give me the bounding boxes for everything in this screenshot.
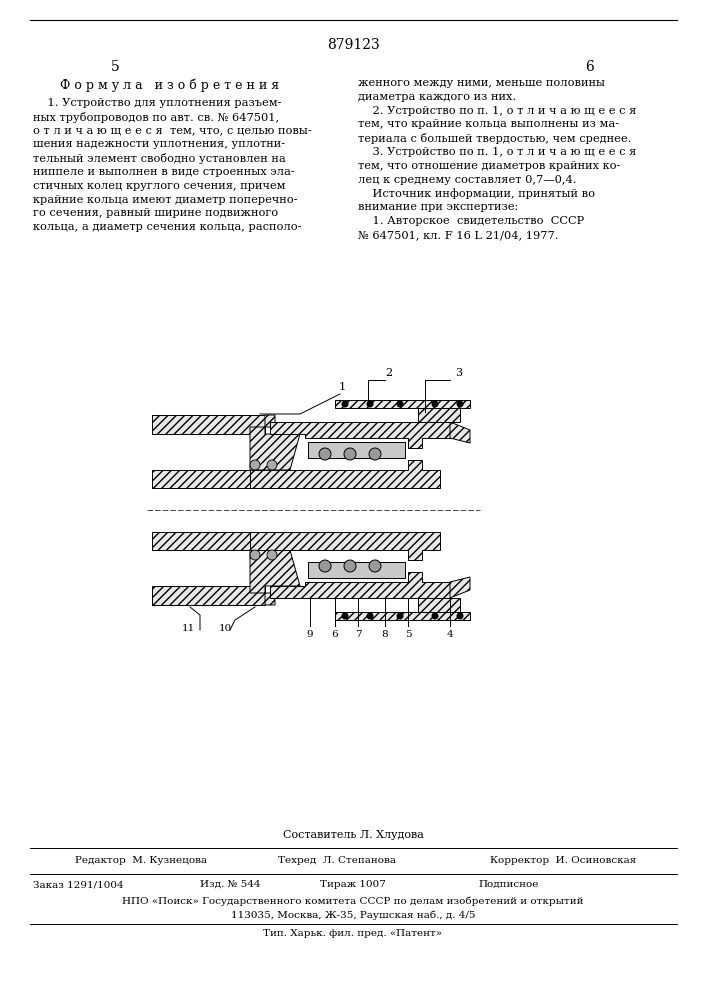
Text: 1. Устройство для уплотнения разъем-: 1. Устройство для уплотнения разъем- (33, 98, 281, 108)
Text: 6: 6 (332, 630, 339, 639)
Text: лец к среднему составляет 0,7—0,4.: лец к среднему составляет 0,7—0,4. (358, 175, 576, 185)
Text: о т л и ч а ю щ е е с я  тем, что, с целью повы-: о т л и ч а ю щ е е с я тем, что, с цель… (33, 126, 312, 136)
Circle shape (267, 550, 277, 560)
Text: Ф о р м у л а   и з о б р е т е н и я: Ф о р м у л а и з о б р е т е н и я (60, 78, 279, 92)
Text: Составитель Л. Хлудова: Составитель Л. Хлудова (283, 830, 423, 840)
Text: 10: 10 (218, 624, 232, 633)
Text: тем, что отношение диаметров крайних ко-: тем, что отношение диаметров крайних ко- (358, 161, 620, 171)
Text: Изд. № 544: Изд. № 544 (200, 880, 260, 889)
Polygon shape (250, 415, 300, 470)
Text: го сечения, равный ширине подвижного: го сечения, равный ширине подвижного (33, 208, 278, 218)
Text: 2: 2 (385, 368, 392, 378)
Circle shape (431, 612, 438, 619)
Circle shape (319, 448, 331, 460)
Text: Источник информации, принятый во: Источник информации, принятый во (358, 188, 595, 199)
Text: 9: 9 (307, 630, 313, 639)
Circle shape (457, 400, 464, 408)
Circle shape (397, 612, 404, 619)
Text: тем, что крайние кольца выполнены из ма-: тем, что крайние кольца выполнены из ма- (358, 119, 619, 129)
Circle shape (341, 400, 349, 408)
Circle shape (369, 448, 381, 460)
Circle shape (397, 400, 404, 408)
Text: Корректор  И. Осиновская: Корректор И. Осиновская (490, 856, 636, 865)
Text: 3. Устройство по п. 1, о т л и ч а ю щ е е с я: 3. Устройство по п. 1, о т л и ч а ю щ е… (358, 147, 636, 157)
Circle shape (341, 612, 349, 619)
Polygon shape (308, 562, 405, 578)
Text: 8: 8 (382, 630, 388, 639)
Circle shape (366, 400, 373, 408)
Circle shape (366, 612, 373, 619)
Polygon shape (450, 422, 470, 443)
Text: Тип. Харьк. фил. пред. «Патент»: Тип. Харьк. фил. пред. «Патент» (264, 929, 443, 938)
Polygon shape (335, 400, 470, 408)
Polygon shape (250, 550, 300, 605)
Text: женного между ними, меньше половины: женного между ними, меньше половины (358, 78, 605, 88)
Circle shape (267, 460, 277, 470)
Text: диаметра каждого из них.: диаметра каждого из них. (358, 92, 516, 102)
Polygon shape (250, 532, 440, 560)
Text: 6: 6 (585, 60, 595, 74)
Text: 11: 11 (182, 624, 194, 633)
Circle shape (431, 400, 438, 408)
Polygon shape (152, 415, 265, 434)
Circle shape (344, 448, 356, 460)
Polygon shape (152, 532, 250, 550)
Polygon shape (270, 572, 450, 598)
Text: Заказ 1291/1004: Заказ 1291/1004 (33, 880, 124, 889)
Text: Тираж 1007: Тираж 1007 (320, 880, 386, 889)
Text: внимание при экспертизе:: внимание при экспертизе: (358, 202, 518, 212)
Circle shape (319, 560, 331, 572)
Text: стичных колец круглого сечения, причем: стичных колец круглого сечения, причем (33, 181, 286, 191)
Text: 1: 1 (339, 382, 346, 392)
Text: 5: 5 (404, 630, 411, 639)
Polygon shape (250, 460, 440, 488)
Polygon shape (270, 422, 450, 448)
Circle shape (250, 550, 260, 560)
Circle shape (250, 460, 260, 470)
Text: Подписное: Подписное (478, 880, 538, 889)
Text: Техред  Л. Степанова: Техред Л. Степанова (278, 856, 396, 865)
Polygon shape (418, 408, 460, 422)
Text: шения надежности уплотнения, уплотни-: шения надежности уплотнения, уплотни- (33, 139, 285, 149)
Text: НПО «Поиск» Государственного комитета СССР по делам изобретений и открытий: НПО «Поиск» Государственного комитета СС… (122, 896, 584, 906)
Text: териала с большей твердостью, чем среднее.: териала с большей твердостью, чем средне… (358, 133, 631, 144)
Circle shape (369, 560, 381, 572)
Text: 4: 4 (447, 630, 453, 639)
Text: 1. Авторское  свидетельство  СССР: 1. Авторское свидетельство СССР (358, 216, 584, 226)
Circle shape (344, 560, 356, 572)
Polygon shape (335, 612, 470, 620)
Text: Редактор  М. Кузнецова: Редактор М. Кузнецова (75, 856, 207, 865)
Text: 7: 7 (355, 630, 361, 639)
Text: 113035, Москва, Ж-35, Раушская наб., д. 4/5: 113035, Москва, Ж-35, Раушская наб., д. … (230, 910, 475, 920)
Text: № 647501, кл. F 16 L 21/04, 1977.: № 647501, кл. F 16 L 21/04, 1977. (358, 230, 559, 240)
Text: ных трубопроводов по авт. св. № 647501,: ных трубопроводов по авт. св. № 647501, (33, 112, 279, 123)
Text: 5: 5 (110, 60, 119, 74)
Text: 879123: 879123 (327, 38, 380, 52)
Text: крайние кольца имеют диаметр поперечно-: крайние кольца имеют диаметр поперечно- (33, 195, 298, 205)
Polygon shape (152, 470, 250, 488)
Text: тельный элемент свободно установлен на: тельный элемент свободно установлен на (33, 153, 286, 164)
Text: ниппеле и выполнен в виде строенных эла-: ниппеле и выполнен в виде строенных эла- (33, 167, 295, 177)
Text: 3: 3 (455, 368, 462, 378)
Polygon shape (450, 577, 470, 598)
Polygon shape (308, 442, 405, 458)
Polygon shape (418, 598, 460, 612)
Circle shape (457, 612, 464, 619)
Polygon shape (152, 586, 265, 605)
Text: 2. Устройство по п. 1, о т л и ч а ю щ е е с я: 2. Устройство по п. 1, о т л и ч а ю щ е… (358, 106, 636, 116)
Text: кольца, а диаметр сечения кольца, располо-: кольца, а диаметр сечения кольца, распол… (33, 222, 301, 232)
